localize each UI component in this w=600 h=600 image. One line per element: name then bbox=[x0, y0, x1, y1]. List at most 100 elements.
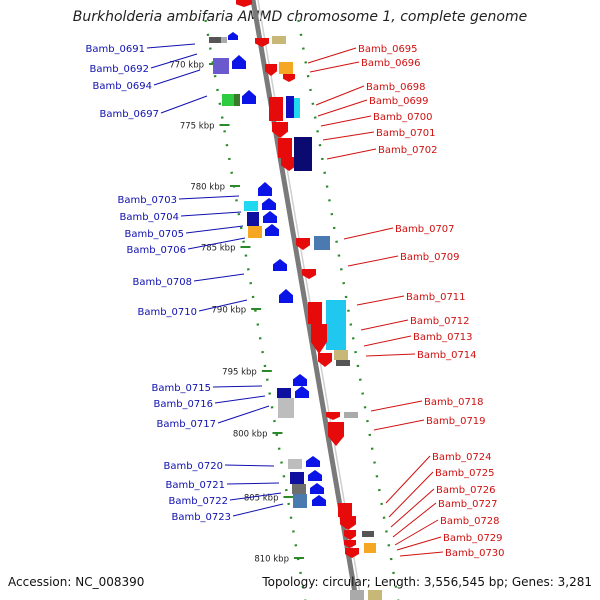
gene-label-Bamb_0719-leader bbox=[373, 419, 425, 431]
gene-box bbox=[368, 590, 382, 600]
tick-label: 810 kbp bbox=[254, 555, 289, 565]
gene-label-Bamb_0727: Bamb_0727 bbox=[438, 499, 498, 510]
gene-label-Bamb_0691: Bamb_0691 bbox=[85, 44, 145, 55]
gene-box bbox=[222, 94, 234, 106]
plus-gene-arrow bbox=[318, 353, 332, 367]
gene-box bbox=[334, 350, 348, 360]
gene-label-Bamb_0719: Bamb_0719 bbox=[426, 416, 486, 427]
gene-box bbox=[247, 212, 259, 226]
gene-label-Bamb_0712-leader bbox=[360, 319, 409, 331]
gene-label-Bamb_0699: Bamb_0699 bbox=[369, 96, 429, 107]
gene-label-Bamb_0716-leader bbox=[214, 395, 266, 404]
gene-label-Bamb_0697-leader bbox=[160, 95, 208, 114]
gene-box bbox=[209, 37, 221, 43]
accession-label: Accession: NC_008390 bbox=[8, 575, 145, 589]
plus-gene-arrow bbox=[344, 540, 356, 548]
plus-gene-arrow bbox=[328, 422, 344, 446]
gene-label-Bamb_0720-leader bbox=[224, 464, 275, 467]
tick-label: 800 kbp bbox=[233, 430, 268, 440]
gene-box bbox=[308, 302, 322, 324]
gene-label-Bamb_0721-leader bbox=[226, 482, 280, 485]
gene-label-Bamb_0709: Bamb_0709 bbox=[400, 252, 460, 263]
minus-gene-arrow bbox=[273, 259, 287, 271]
minus-gene-arrow bbox=[306, 456, 320, 467]
gene-box bbox=[234, 94, 240, 106]
gene-label-Bamb_0710-leader bbox=[198, 299, 248, 312]
gene-box bbox=[326, 300, 346, 350]
gene-box bbox=[244, 201, 258, 211]
gene-label-Bamb_0726: Bamb_0726 bbox=[436, 485, 496, 496]
plus-gene-arrow bbox=[283, 74, 295, 82]
gene-label-Bamb_0701-leader bbox=[322, 131, 375, 141]
gene-label-Bamb_0692-leader bbox=[150, 53, 198, 69]
gene-label-Bamb_0700: Bamb_0700 bbox=[373, 112, 433, 123]
plus-gene-arrow bbox=[326, 412, 340, 420]
plus-gene-arrow bbox=[265, 64, 277, 76]
tick-label: 775 kbp bbox=[180, 122, 215, 132]
plus-gene-arrow bbox=[272, 122, 288, 138]
gene-box bbox=[278, 138, 292, 158]
plus-gene-arrow bbox=[302, 269, 316, 279]
gene-box bbox=[350, 590, 364, 600]
plus-gene-arrow bbox=[340, 516, 356, 530]
gene-label-Bamb_0695: Bamb_0695 bbox=[358, 44, 418, 55]
gene-labels: Bamb_0691 Bamb_0692 Bamb_0694 Bamb_0697 Bamb… bbox=[85, 43, 505, 559]
minus-gene-arrow bbox=[262, 198, 276, 210]
plus-gene-arrow bbox=[344, 530, 356, 540]
gene-label-Bamb_0723: Bamb_0723 bbox=[171, 512, 231, 523]
gene-box bbox=[279, 62, 293, 74]
gene-box bbox=[213, 58, 229, 74]
gene-box bbox=[294, 98, 300, 118]
gene-label-Bamb_0724-leader bbox=[385, 455, 431, 504]
minus-gene-arrow bbox=[293, 374, 307, 386]
minus-gene-arrow bbox=[265, 224, 279, 236]
gene-label-Bamb_0694: Bamb_0694 bbox=[92, 81, 152, 92]
gene-label-Bamb_0691-leader bbox=[146, 43, 196, 49]
gene-label-Bamb_0703-leader bbox=[178, 195, 240, 200]
minus-gene-arrow bbox=[279, 289, 293, 303]
gene-label-Bamb_0698-leader bbox=[315, 85, 365, 106]
gene-box bbox=[362, 531, 374, 537]
gene-label-Bamb_0723-leader bbox=[232, 503, 284, 517]
gene-label-Bamb_0715: Bamb_0715 bbox=[151, 383, 211, 394]
gene-label-Bamb_0715-leader bbox=[212, 385, 263, 388]
minus-gene-arrow bbox=[263, 211, 277, 223]
gene-label-Bamb_0729: Bamb_0729 bbox=[443, 533, 503, 544]
gene-label-Bamb_0725-leader bbox=[388, 471, 434, 518]
gene-label-Bamb_0714: Bamb_0714 bbox=[417, 350, 477, 361]
gene-label-Bamb_0701: Bamb_0701 bbox=[376, 128, 436, 139]
gene-label-Bamb_0706-leader bbox=[187, 237, 246, 250]
gene-label-Bamb_0716: Bamb_0716 bbox=[153, 399, 213, 410]
gene-box bbox=[269, 97, 283, 121]
minus-gene-arrow bbox=[242, 90, 256, 104]
gene-box bbox=[278, 398, 294, 418]
gene-label-Bamb_0696: Bamb_0696 bbox=[361, 58, 421, 69]
gene-label-Bamb_0695-leader bbox=[307, 47, 357, 64]
gene-label-Bamb_0706: Bamb_0706 bbox=[126, 245, 186, 256]
gene-label-Bamb_0730: Bamb_0730 bbox=[445, 548, 505, 559]
gene-label-Bamb_0702-leader bbox=[326, 148, 377, 160]
plus-gene-arrow bbox=[255, 38, 269, 47]
gene-label-Bamb_0699-leader bbox=[317, 99, 368, 117]
gene-label-Bamb_0711: Bamb_0711 bbox=[406, 292, 466, 303]
plus-gene-arrow bbox=[311, 324, 327, 354]
gene-label-Bamb_0717-leader bbox=[217, 405, 270, 424]
gene-label-Bamb_0707: Bamb_0707 bbox=[395, 224, 455, 235]
gene-box bbox=[277, 388, 291, 398]
gene-box bbox=[364, 543, 376, 553]
gene-box bbox=[336, 360, 350, 366]
tick-label: 790 kbp bbox=[212, 306, 247, 316]
gene-label-Bamb_0713-leader bbox=[363, 335, 412, 347]
gene-label-Bamb_0714-leader bbox=[365, 353, 416, 357]
gene-label-Bamb_0727-leader bbox=[392, 502, 437, 538]
minus-gene-arrow bbox=[228, 32, 238, 40]
gene-label-Bamb_0694-leader bbox=[153, 69, 201, 86]
plus-gene-arrow bbox=[281, 157, 297, 171]
plus-gene-arrow bbox=[236, 0, 252, 7]
gene-label-Bamb_0704: Bamb_0704 bbox=[119, 212, 179, 223]
minus-gene-arrow bbox=[308, 470, 322, 481]
gene-label-Bamb_0708: Bamb_0708 bbox=[132, 277, 192, 288]
tick-label: 795 kbp bbox=[222, 368, 257, 378]
